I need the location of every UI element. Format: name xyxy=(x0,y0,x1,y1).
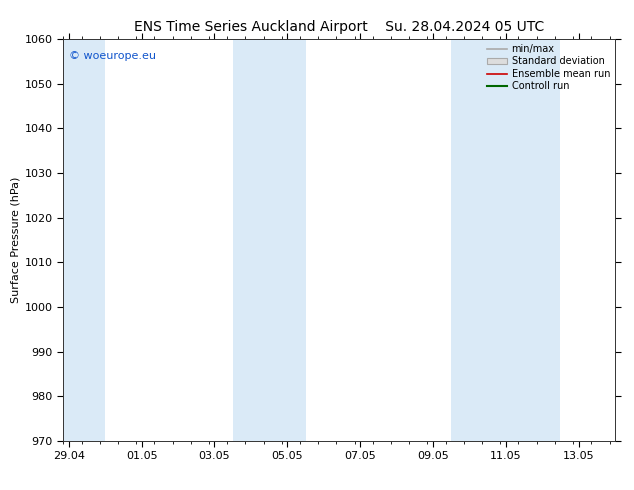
Bar xyxy=(233,39,306,441)
Y-axis label: Surface Pressure (hPa): Surface Pressure (hPa) xyxy=(11,177,21,303)
Legend: min/max, Standard deviation, Ensemble mean run, Controll run: min/max, Standard deviation, Ensemble me… xyxy=(484,41,613,94)
Bar xyxy=(63,39,105,441)
Text: © woeurope.eu: © woeurope.eu xyxy=(69,51,156,61)
Title: ENS Time Series Auckland Airport    Su. 28.04.2024 05 UTC: ENS Time Series Auckland Airport Su. 28.… xyxy=(134,20,545,34)
Bar xyxy=(451,39,560,441)
